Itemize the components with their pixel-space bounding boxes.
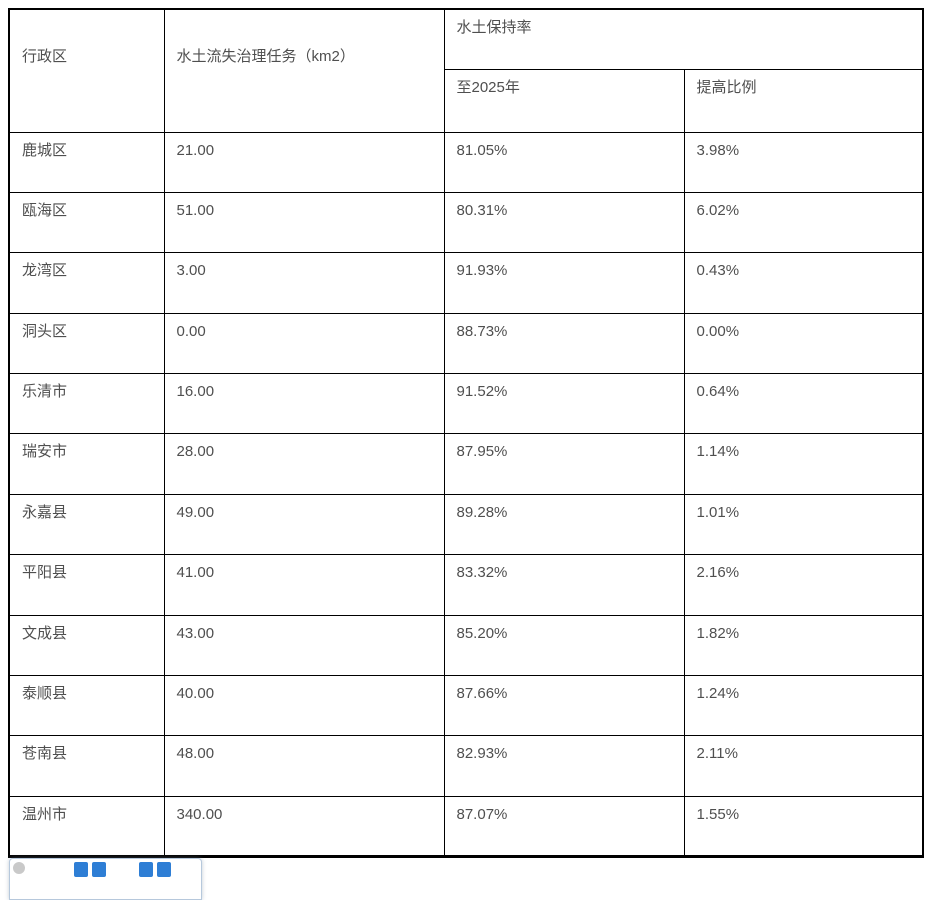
floating-toolbar-popup[interactable] [9, 858, 202, 900]
cell-by-2025: 91.93% [443, 252, 685, 314]
cell-by-2025: 81.05% [443, 131, 685, 193]
cell-task: 40.00 [163, 675, 445, 737]
cell-region: 平阳县 [8, 554, 165, 616]
header-task: 水土流失治理任务（km2） [163, 8, 445, 133]
cell-improve-ratio: 1.01% [683, 493, 924, 556]
table-row: 乐清市 16.00 91.52% 0.64% [8, 373, 924, 435]
cell-by-2025: 91.52% [443, 373, 685, 435]
cell-improve-ratio: 1.82% [683, 614, 924, 677]
cell-by-2025: 88.73% [443, 312, 685, 375]
cell-improve-ratio: 0.00% [683, 312, 924, 375]
cell-by-2025: 82.93% [443, 735, 685, 797]
cell-region: 洞头区 [8, 312, 165, 375]
table-row: 泰顺县 40.00 87.66% 1.24% [8, 675, 924, 737]
cell-task: 43.00 [163, 614, 445, 677]
cell-region: 鹿城区 [8, 131, 165, 193]
cell-region: 泰顺县 [8, 675, 165, 737]
cell-region: 永嘉县 [8, 493, 165, 556]
cell-task: 340.00 [163, 795, 445, 858]
cell-improve-ratio: 2.11% [683, 735, 924, 797]
table-header: 行政区 水土流失治理任务（km2） 水土保持率 至2025年 提高比例 [8, 8, 924, 133]
drag-handle-circle-icon [13, 862, 25, 874]
cell-improve-ratio: 1.55% [683, 795, 924, 858]
table-row: 瓯海区 51.00 80.31% 6.02% [8, 191, 924, 254]
cell-region: 瓯海区 [8, 191, 165, 254]
cell-task: 0.00 [163, 312, 445, 375]
blue-glyph-icon[interactable] [139, 862, 171, 877]
cell-task: 41.00 [163, 554, 445, 616]
table-row: 苍南县 48.00 82.93% 2.11% [8, 735, 924, 797]
cell-task: 51.00 [163, 191, 445, 254]
header-improve-ratio: 提高比例 [683, 68, 924, 133]
cell-by-2025: 85.20% [443, 614, 685, 677]
cell-region: 瑞安市 [8, 433, 165, 495]
cell-improve-ratio: 1.14% [683, 433, 924, 495]
header-region: 行政区 [8, 8, 165, 133]
soil-water-conservation-table: 行政区 水土流失治理任务（km2） 水土保持率 至2025年 提高比例 鹿城区 … [8, 8, 925, 859]
cell-improve-ratio: 2.16% [683, 554, 924, 616]
cell-task: 16.00 [163, 373, 445, 435]
cell-region: 温州市 [8, 795, 165, 858]
table-row: 鹿城区 21.00 81.05% 3.98% [8, 131, 924, 193]
cell-task: 49.00 [163, 493, 445, 556]
cell-task: 21.00 [163, 131, 445, 193]
cell-improve-ratio: 0.43% [683, 252, 924, 314]
header-by-2025: 至2025年 [443, 68, 685, 133]
cell-region: 乐清市 [8, 373, 165, 435]
cell-region: 龙湾区 [8, 252, 165, 314]
cell-task: 48.00 [163, 735, 445, 797]
cell-by-2025: 80.31% [443, 191, 685, 254]
cell-region: 苍南县 [8, 735, 165, 797]
cell-by-2025: 87.66% [443, 675, 685, 737]
cell-by-2025: 87.95% [443, 433, 685, 495]
cell-by-2025: 87.07% [443, 795, 685, 858]
cell-by-2025: 89.28% [443, 493, 685, 556]
table-row: 瑞安市 28.00 87.95% 1.14% [8, 433, 924, 495]
table-row: 文成县 43.00 85.20% 1.82% [8, 614, 924, 677]
blue-glyph-icon[interactable] [74, 862, 106, 877]
cell-improve-ratio: 0.64% [683, 373, 924, 435]
header-retention-group: 水土保持率 [443, 8, 924, 70]
cell-by-2025: 83.32% [443, 554, 685, 616]
cell-task: 3.00 [163, 252, 445, 314]
table-row: 平阳县 41.00 83.32% 2.16% [8, 554, 924, 616]
table-row: 永嘉县 49.00 89.28% 1.01% [8, 493, 924, 556]
cell-improve-ratio: 3.98% [683, 131, 924, 193]
table-row: 龙湾区 3.00 91.93% 0.43% [8, 252, 924, 314]
cell-improve-ratio: 6.02% [683, 191, 924, 254]
cell-region: 文成县 [8, 614, 165, 677]
cell-task: 28.00 [163, 433, 445, 495]
table-row: 温州市 340.00 87.07% 1.55% [8, 795, 924, 858]
table-row: 洞头区 0.00 88.73% 0.00% [8, 312, 924, 375]
cell-improve-ratio: 1.24% [683, 675, 924, 737]
table-body: 鹿城区 21.00 81.05% 3.98% 瓯海区 51.00 80.31% … [8, 131, 924, 858]
